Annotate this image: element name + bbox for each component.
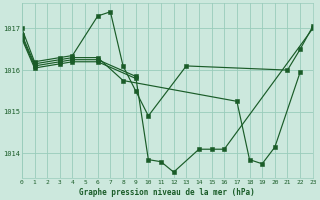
X-axis label: Graphe pression niveau de la mer (hPa): Graphe pression niveau de la mer (hPa) — [79, 188, 255, 197]
